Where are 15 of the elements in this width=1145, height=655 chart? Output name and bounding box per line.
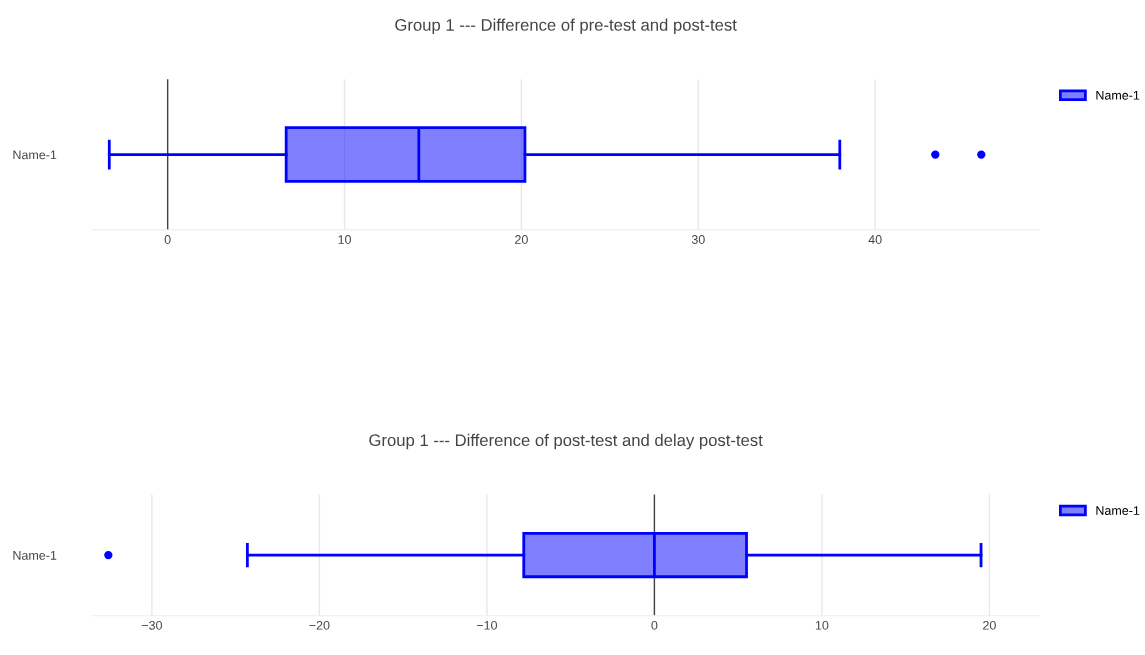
chart-title: Group 1 --- Difference of pre-test and post-test — [395, 18, 737, 35]
x-tick-label: 30 — [691, 235, 705, 244]
x-tick-label: 20 — [515, 235, 528, 244]
x-tick-label: 0 — [651, 620, 658, 630]
x-tick-label: 10 — [815, 620, 829, 630]
legend-label: Name-1 — [1096, 506, 1140, 515]
chart-title: Group 1 --- Difference of post-test and delay post-test — [369, 433, 763, 450]
x-tick-label: 20 — [983, 620, 996, 630]
legend-label: Name-1 — [1096, 90, 1140, 100]
x-tick-label: −30 — [141, 620, 163, 630]
x-tick-label: 40 — [868, 235, 882, 244]
x-tick-label: 10 — [338, 235, 351, 244]
x-tick-label: 0 — [164, 235, 171, 244]
x-tick-label: −20 — [309, 620, 330, 630]
x-tick-label: −10 — [476, 620, 498, 630]
